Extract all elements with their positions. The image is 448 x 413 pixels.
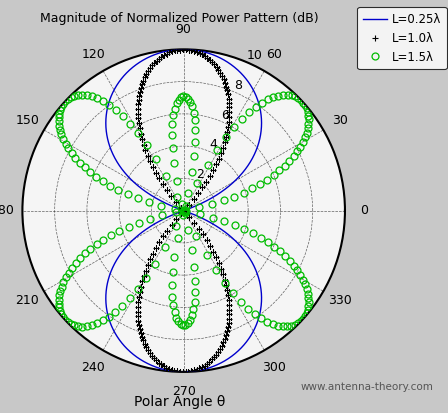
L=1.0λ bbox=[153, 170, 159, 175]
Line: L=1.0λ: L=1.0λ bbox=[135, 47, 232, 375]
L=1.5λ bbox=[304, 287, 309, 292]
Line: L=0.25λ: L=0.25λ bbox=[106, 49, 262, 372]
Text: Magnitude of Normalized Power Pattern (dB): Magnitude of Normalized Power Pattern (d… bbox=[40, 12, 319, 25]
L=1.5λ bbox=[62, 318, 68, 323]
L=1.5λ bbox=[57, 289, 63, 294]
L=1.0λ bbox=[181, 208, 186, 213]
L=1.0λ bbox=[181, 47, 186, 52]
L=1.0λ bbox=[181, 208, 186, 213]
Legend: L=0.25λ, L=1.0λ, L=1.5λ: L=0.25λ, L=1.0λ, L=1.5λ bbox=[358, 7, 447, 69]
L=1.5λ bbox=[181, 208, 186, 213]
L=0.25λ bbox=[104, 282, 110, 287]
L=1.5λ bbox=[56, 293, 62, 298]
L=0.25λ bbox=[181, 47, 186, 52]
L=1.0λ bbox=[181, 208, 186, 213]
L=0.25λ bbox=[243, 250, 249, 255]
L=0.25λ bbox=[152, 52, 157, 57]
L=1.0λ bbox=[181, 208, 186, 213]
L=1.0λ bbox=[139, 82, 145, 87]
Text: Polar Angle θ: Polar Angle θ bbox=[134, 395, 225, 409]
L=1.5λ bbox=[181, 208, 186, 213]
Text: www.antenna-theory.com: www.antenna-theory.com bbox=[301, 382, 434, 392]
L=1.5λ bbox=[59, 312, 64, 317]
L=0.25λ bbox=[181, 208, 186, 213]
L=0.25λ bbox=[216, 55, 221, 60]
L=0.25λ bbox=[112, 262, 117, 267]
L=1.0λ bbox=[139, 137, 145, 142]
L=1.0λ bbox=[181, 208, 186, 213]
Line: L=1.5λ: L=1.5λ bbox=[55, 91, 312, 330]
L=0.25λ bbox=[181, 208, 186, 213]
L=1.5λ bbox=[181, 208, 186, 213]
L=0.25λ bbox=[181, 208, 186, 213]
L=1.5λ bbox=[252, 311, 258, 316]
